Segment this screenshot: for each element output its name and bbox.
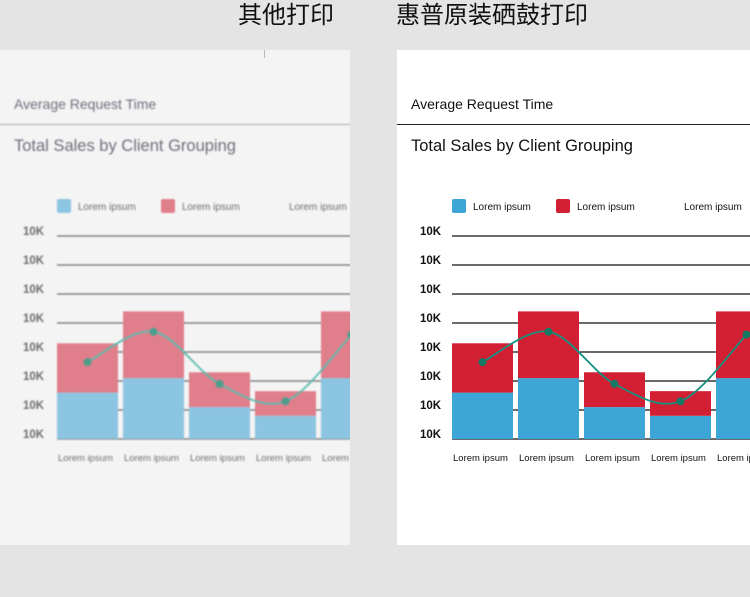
panel-hp-print: Average Request Time Total Sales by Clie… xyxy=(397,50,750,545)
bar-segment-blue xyxy=(716,378,750,439)
bar-segment-red xyxy=(584,372,645,408)
line-point xyxy=(281,397,290,406)
x-tick-label: Lorem ipsum xyxy=(124,453,179,464)
line-point xyxy=(610,379,619,388)
y-tick-label: 10K xyxy=(420,255,442,267)
bar-segment-blue xyxy=(650,415,711,439)
x-tick-label: Lorem ipsum xyxy=(58,453,113,464)
bar-segment-red xyxy=(57,343,118,393)
panel-other-print: Average Request Time Total Sales by Clie… xyxy=(0,50,350,545)
bar-segment-red xyxy=(123,311,184,379)
y-tick-label: 10K xyxy=(420,226,442,238)
line-point xyxy=(347,330,350,339)
line-point xyxy=(676,397,685,406)
bar-segment-blue xyxy=(321,378,350,439)
divider xyxy=(397,124,750,125)
y-tick-label: 10K xyxy=(23,429,45,441)
x-tick-label: Lorem ipsum xyxy=(519,453,574,464)
legend-label: Lorem ipsum xyxy=(577,202,635,213)
bar-segment-red xyxy=(189,372,250,408)
chart-title: Total Sales by Client Grouping xyxy=(411,137,633,155)
chart-svg: Lorem ipsum Lorem ipsum Lorem ipsum 10K 10K 1… xyxy=(420,199,750,464)
bar-segment-red xyxy=(452,343,513,393)
y-tick-label: 10K xyxy=(23,284,45,296)
bar-segment-blue xyxy=(452,392,513,439)
y-tick-label: 10K xyxy=(23,226,45,238)
line-point xyxy=(478,358,487,367)
header-other-print: 其他打印 xyxy=(238,1,334,29)
divider xyxy=(0,124,350,125)
y-tick-label: 10K xyxy=(420,400,442,412)
line-point xyxy=(149,327,158,336)
bar-segment-blue xyxy=(57,392,118,439)
y-tick-label: 10K xyxy=(420,342,442,354)
bar-segment-red xyxy=(321,311,350,379)
line-point xyxy=(544,327,553,336)
legend-swatch xyxy=(161,199,175,213)
y-tick-label: 10K xyxy=(23,400,45,412)
x-tick-label: Lorem ipsum xyxy=(717,453,750,464)
bar-segment-blue xyxy=(518,378,579,439)
y-tick-label: 10K xyxy=(23,255,45,267)
bar-segment-blue xyxy=(255,415,316,439)
y-tick-label: 10K xyxy=(23,313,45,325)
legend-label: Lorem ipsum xyxy=(684,202,742,213)
x-tick-label: Lorem ipsum xyxy=(322,453,350,464)
legend-swatch xyxy=(452,199,466,213)
legend-swatch xyxy=(556,199,570,213)
y-tick-label: 10K xyxy=(420,371,442,383)
y-tick-label: 10K xyxy=(23,371,45,383)
y-tick-label: 10K xyxy=(420,284,442,296)
x-tick-label: Lorem ipsum xyxy=(585,453,640,464)
line-point xyxy=(215,379,224,388)
panel-subtitle: Average Request Time xyxy=(411,96,554,112)
y-tick-label: 10K xyxy=(23,342,45,354)
divider xyxy=(264,50,265,58)
y-tick-label: 10K xyxy=(420,429,442,441)
bar-segment-red xyxy=(518,311,579,379)
bar-segment-red xyxy=(716,311,750,379)
line-point xyxy=(742,330,750,339)
legend-swatch xyxy=(57,199,71,213)
bar-segment-blue xyxy=(123,378,184,439)
x-tick-label: Lorem ipsum xyxy=(651,453,706,464)
chart-svg: Lorem ipsum Lorem ipsum Lorem ipsum 10K 10K 1… xyxy=(23,199,350,464)
y-tick-label: 10K xyxy=(420,313,442,325)
legend-label: Lorem ipsum xyxy=(473,202,531,213)
x-tick-label: Lorem ipsum xyxy=(256,453,311,464)
legend-label: Lorem ipsum xyxy=(182,202,240,213)
panel-subtitle: Average Request Time xyxy=(14,96,157,112)
x-tick-label: Lorem ipsum xyxy=(453,453,508,464)
legend-label: Lorem ipsum xyxy=(289,202,347,213)
bar-segment-blue xyxy=(189,407,250,439)
line-point xyxy=(83,358,92,367)
chart-title: Total Sales by Client Grouping xyxy=(14,137,236,155)
bar-segment-blue xyxy=(584,407,645,439)
header-hp-print: 惠普原装硒鼓打印 xyxy=(396,1,588,29)
x-tick-label: Lorem ipsum xyxy=(190,453,245,464)
legend-label: Lorem ipsum xyxy=(78,202,136,213)
